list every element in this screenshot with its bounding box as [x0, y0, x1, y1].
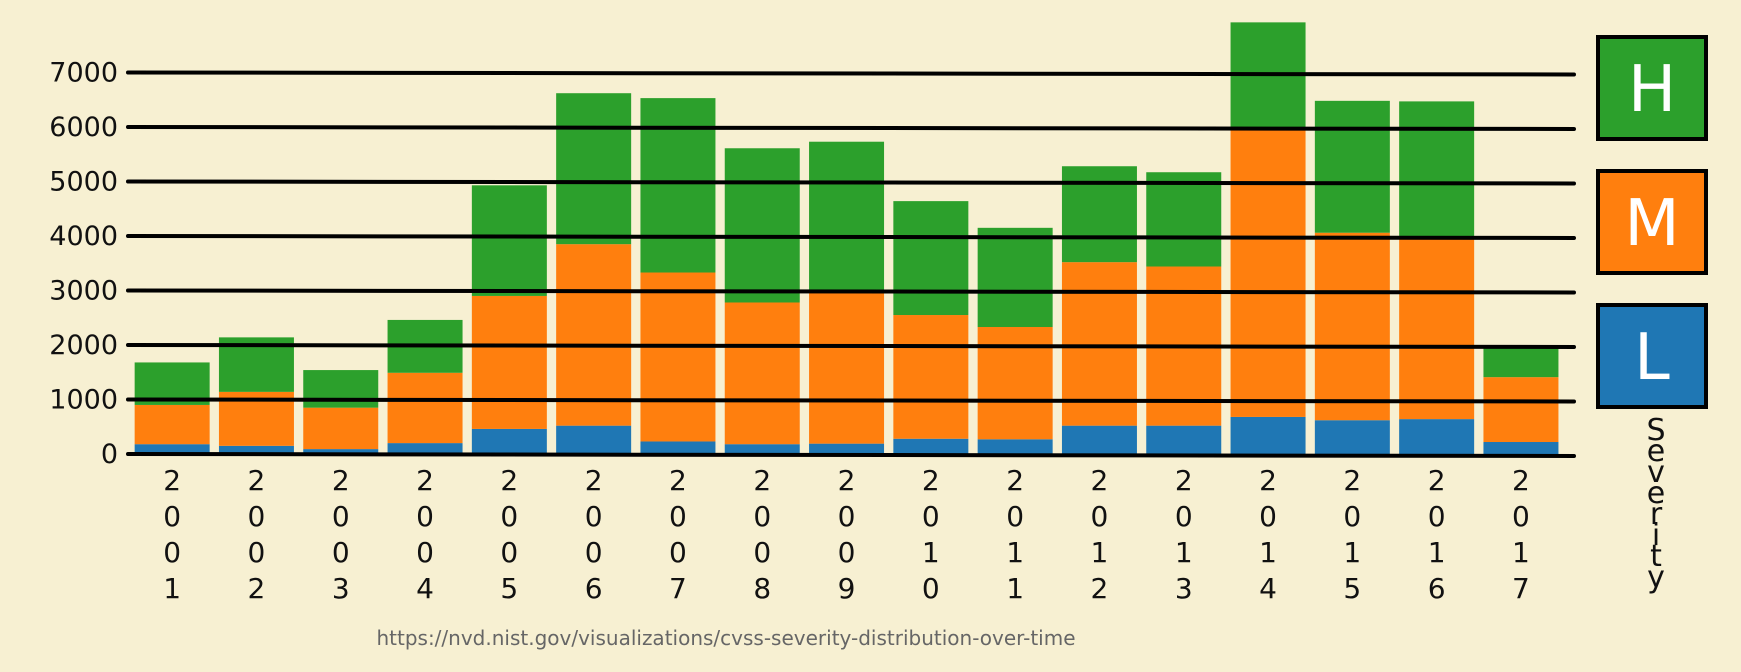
bar-L-2004 — [387, 443, 463, 454]
bar-M-2005 — [471, 295, 547, 429]
legend-swatch-L — [1596, 303, 1708, 409]
y-tick-label: 4000 — [49, 221, 118, 252]
bar-H-2003 — [303, 370, 379, 408]
bar-M-2001 — [134, 404, 210, 445]
bar-M-2004 — [387, 372, 463, 444]
bar-L-2015 — [1314, 420, 1390, 454]
legend-swatch-M — [1596, 169, 1708, 275]
bar-M-2009 — [809, 292, 885, 444]
bar-M-2003 — [303, 407, 379, 450]
bar-L-2007 — [640, 441, 716, 454]
grid-layer — [126, 70, 1576, 458]
bar-H-2012 — [1061, 166, 1137, 263]
gridline-3000 — [126, 288, 1576, 295]
bar-M-2017 — [1483, 377, 1559, 443]
bar-L-2011 — [977, 439, 1053, 454]
gridline-2000 — [126, 343, 1576, 349]
bar-H-2006 — [556, 93, 632, 245]
x-axis: 2 0 0 1 2 0 0 2 2 0 0 3 2 0 0 4 2 0 0 5 2 0 0 6 2 0 0 7 2 0 0 8 2 0 0 9 2 0 1 0… — [163, 464, 1530, 605]
bar-H-2009 — [809, 141, 885, 293]
bar-L-2013 — [1146, 425, 1222, 454]
bar-L-2012 — [1061, 425, 1137, 454]
bar-L-2008 — [724, 444, 800, 454]
y-tick-label: 7000 — [49, 58, 118, 89]
bar-M-2006 — [556, 244, 632, 426]
gridline-7000 — [126, 70, 1576, 77]
y-axis: 0 1000 2000 3000 4000 5000 6000 7000 — [49, 58, 118, 471]
legend-label-L: L — [1634, 321, 1670, 395]
bar-H-2015 — [1314, 100, 1390, 233]
y-tick-label: 0 — [101, 439, 118, 470]
bar-L-2016 — [1399, 419, 1475, 454]
gridline-1000 — [126, 397, 1576, 404]
bar-M-2007 — [640, 272, 716, 442]
bar-L-2010 — [893, 438, 969, 454]
bar-H-2011 — [977, 227, 1053, 328]
bar-M-2012 — [1061, 262, 1137, 426]
bar-H-2016 — [1399, 101, 1475, 236]
bar-L-2001 — [134, 444, 210, 454]
bar-L-2002 — [218, 445, 294, 454]
gridline-5000 — [126, 179, 1576, 186]
y-tick-label: 6000 — [49, 112, 118, 143]
source-url: https://nvd.nist.gov/visualizations/cvss… — [376, 626, 1075, 650]
bar-L-2005 — [471, 428, 547, 454]
bar-H-2005 — [471, 185, 547, 296]
legend-label-M: M — [1624, 187, 1679, 261]
legend: HML S e v e r i t y — [1596, 35, 1708, 595]
y-tick-label: 3000 — [49, 276, 118, 307]
bar-L-2017 — [1483, 442, 1559, 454]
bar-L-2003 — [303, 449, 379, 454]
gridline-0 — [126, 452, 1576, 458]
bar-M-2014 — [1230, 128, 1306, 417]
y-tick-label: 1000 — [49, 385, 118, 416]
bar-M-2016 — [1399, 236, 1475, 420]
bar-M-2015 — [1314, 232, 1390, 421]
bar-L-2014 — [1230, 416, 1306, 454]
gridline-6000 — [126, 125, 1576, 131]
y-tick-label: 5000 — [49, 167, 118, 198]
legend-swatch-H — [1596, 35, 1708, 141]
bar-H-2017 — [1483, 346, 1559, 378]
gridline-4000 — [126, 234, 1576, 240]
bar-M-2008 — [724, 302, 800, 445]
bar-H-2010 — [893, 201, 969, 316]
bar-H-2007 — [640, 98, 716, 273]
bar-H-2008 — [724, 148, 800, 303]
bar-H-2013 — [1146, 172, 1222, 267]
bar-L-2009 — [809, 443, 885, 454]
y-tick-label: 2000 — [49, 330, 118, 361]
bar-L-2006 — [556, 425, 632, 454]
bar-M-2011 — [977, 327, 1053, 440]
bar-M-2010 — [893, 315, 969, 439]
legend-label-H: H — [1628, 53, 1676, 127]
